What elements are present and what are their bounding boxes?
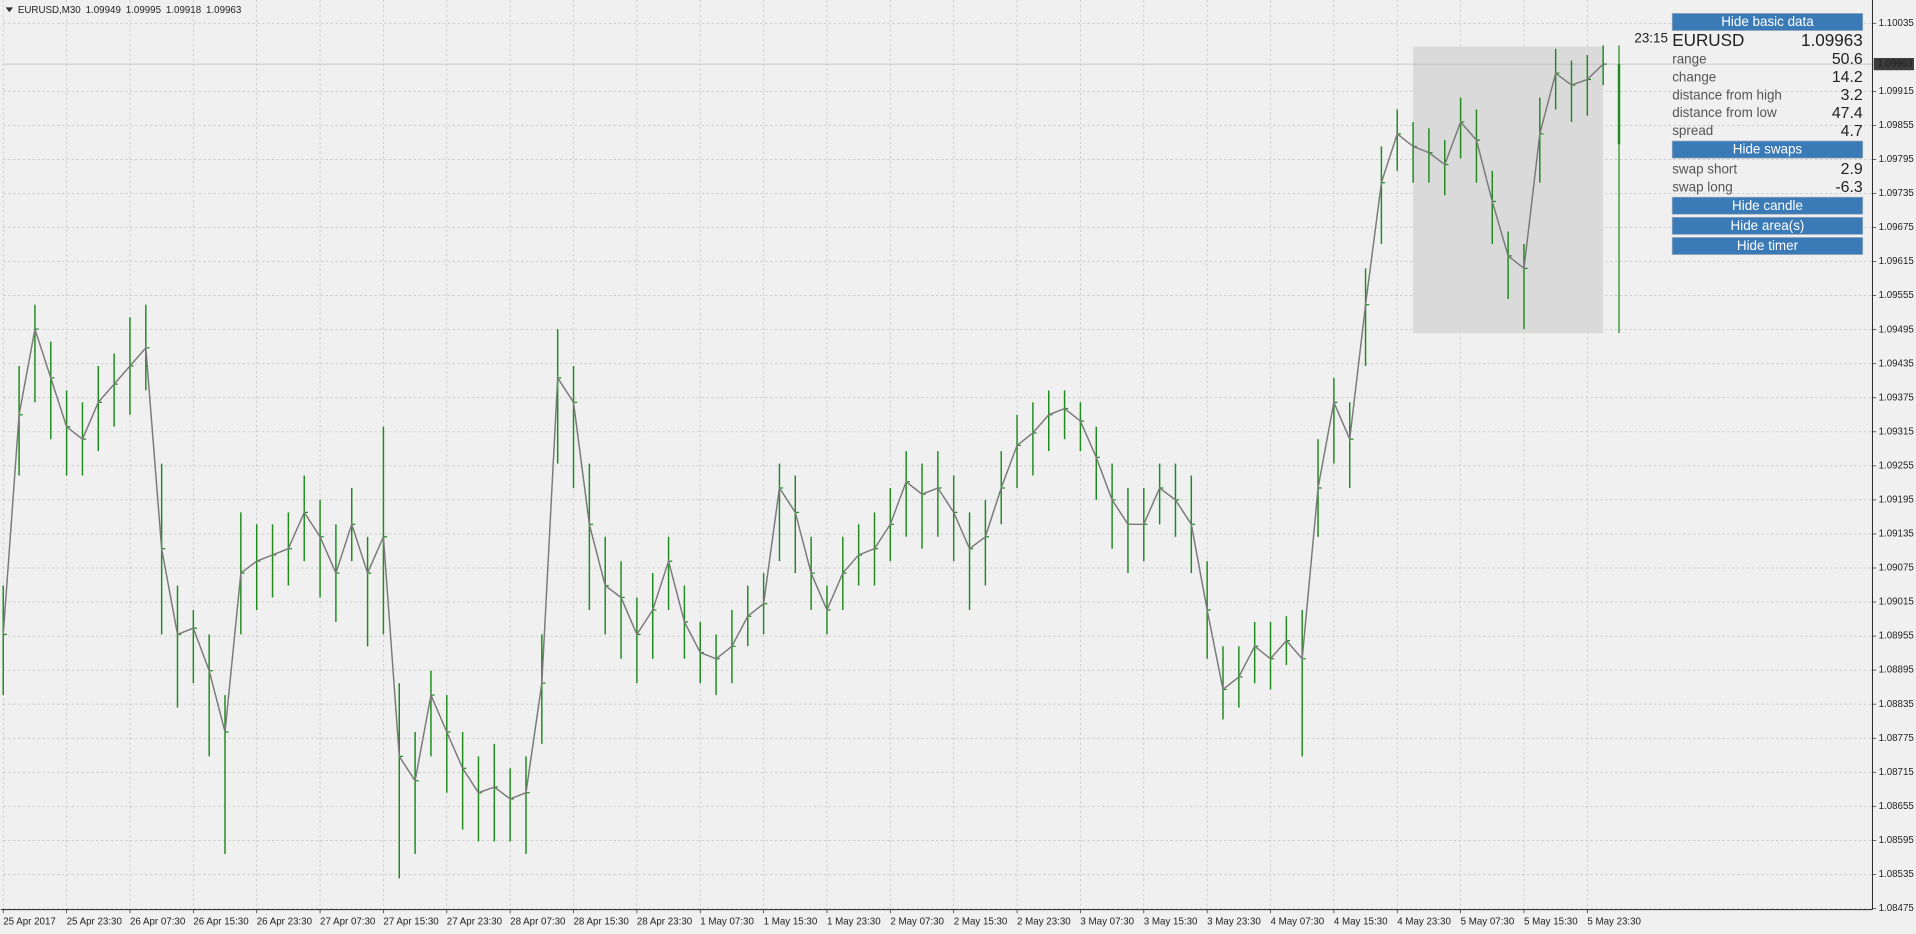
button-face[interactable] xyxy=(1671,216,1864,235)
stat-label: change xyxy=(1672,69,1716,84)
y-tick-label: 1.09375 xyxy=(1879,392,1915,403)
price-tag xyxy=(1873,58,1914,71)
stat-value: 4.7 xyxy=(1841,123,1863,140)
button-label[interactable]: Hide timer xyxy=(1737,238,1799,253)
stat-value: 50.6 xyxy=(1832,51,1863,68)
header-high: 1.09995 xyxy=(126,4,162,15)
y-tick-label: 1.08955 xyxy=(1879,631,1915,642)
y-tick-label: 1.09435 xyxy=(1879,358,1915,369)
y-tick-label: 1.10035 xyxy=(1879,18,1915,29)
x-tick-label: 27 Apr 07:30 xyxy=(320,916,376,927)
y-tick-label: 1.09675 xyxy=(1879,222,1915,233)
header-open: 1.09949 xyxy=(86,4,121,15)
stat-label: swap short xyxy=(1672,161,1737,176)
stat-value: 2.9 xyxy=(1841,161,1863,178)
panel-button[interactable]: Hide timer xyxy=(1671,237,1864,255)
stat-value: 14.2 xyxy=(1832,69,1863,86)
y-tick-label: 1.09855 xyxy=(1879,120,1915,131)
stat-label: range xyxy=(1672,51,1706,66)
x-tick-label: 1 May 15:30 xyxy=(764,916,818,927)
x-tick-label: 28 Apr 07:30 xyxy=(510,916,566,927)
header-symbol: EURUSD,M30 xyxy=(18,4,81,15)
header-low: 1.09918 xyxy=(166,4,201,15)
symbol-name: EURUSD xyxy=(1672,31,1744,50)
menu-arrow[interactable] xyxy=(5,7,14,13)
panel-button[interactable]: Hide candle xyxy=(1671,196,1864,215)
y-tick-label: 1.09135 xyxy=(1879,529,1915,540)
stat-label: spread xyxy=(1672,123,1713,138)
button-face[interactable] xyxy=(1671,140,1864,159)
x-tick-label: 27 Apr 23:30 xyxy=(447,916,503,927)
stat-value: -6.3 xyxy=(1835,179,1863,196)
y-tick-label: 1.09795 xyxy=(1879,154,1915,165)
x-tick-label: 26 Apr 07:30 xyxy=(130,916,186,927)
stat-value: 47.4 xyxy=(1832,105,1863,122)
price-tag-label: 1.09963 xyxy=(1877,59,1912,70)
y-tick-label: 1.09495 xyxy=(1879,324,1915,335)
y-tick-label: 1.09735 xyxy=(1879,188,1915,199)
timer: 23:15 xyxy=(1634,31,1668,46)
x-tick-label: 2 May 23:30 xyxy=(1017,916,1071,927)
symbol-price: 1.09963 xyxy=(1801,31,1863,50)
button-face[interactable] xyxy=(1671,237,1864,255)
y-tick-label: 1.08835 xyxy=(1879,699,1915,710)
x-tick-label: 28 Apr 15:30 xyxy=(574,916,630,927)
hide-basic-data-button[interactable]: Hide basic data xyxy=(1671,13,1864,31)
button-label[interactable]: Hide area(s) xyxy=(1731,218,1805,233)
x-tick-label: 3 May 23:30 xyxy=(1207,916,1261,927)
y-tick-label: 1.08715 xyxy=(1879,767,1915,778)
y-tick-label: 1.09315 xyxy=(1879,426,1915,437)
stat-value: 3.2 xyxy=(1841,87,1863,104)
x-tick-label: 3 May 15:30 xyxy=(1144,916,1198,927)
y-tick-label: 1.09075 xyxy=(1879,563,1915,574)
candle-body xyxy=(1617,64,1621,145)
y-tick-label: 1.09915 xyxy=(1879,86,1915,97)
x-tick-label: 26 Apr 23:30 xyxy=(257,916,313,927)
y-tick-label: 1.09015 xyxy=(1879,597,1915,608)
x-tick-label: 1 May 07:30 xyxy=(700,916,754,927)
y-tick-label: 1.08655 xyxy=(1879,801,1915,812)
x-tick-label: 25 Apr 2017 xyxy=(3,916,56,927)
x-tick-label: 25 Apr 23:30 xyxy=(67,916,123,927)
y-tick-label: 1.09615 xyxy=(1879,256,1915,267)
stat-label: distance from low xyxy=(1672,105,1777,120)
x-tick-label: 2 May 15:30 xyxy=(954,916,1008,927)
button-label[interactable]: Hide candle xyxy=(1732,198,1803,213)
chart-header: EURUSD,M30 1.09949 1.09995 1.09918 1.09963 xyxy=(18,4,241,15)
x-tick-label: 4 May 07:30 xyxy=(1271,916,1325,927)
x-tick-label: 4 May 15:30 xyxy=(1334,916,1388,927)
x-tick-label: 1 May 23:30 xyxy=(827,916,881,927)
y-tick-label: 1.09255 xyxy=(1879,460,1915,471)
stat-label: swap long xyxy=(1672,180,1732,195)
y-tick-label: 1.08775 xyxy=(1879,733,1915,744)
x-tick-label: 28 Apr 23:30 xyxy=(637,916,693,927)
y-tick-label: 1.09195 xyxy=(1879,494,1915,505)
x-tick-label: 4 May 23:30 xyxy=(1397,916,1451,927)
button-face[interactable] xyxy=(1671,13,1864,31)
y-tick-label: 1.08895 xyxy=(1879,665,1915,676)
button-face[interactable] xyxy=(1671,196,1864,215)
x-tick-label: 26 Apr 15:30 xyxy=(193,916,249,927)
y-tick-label: 1.08595 xyxy=(1879,835,1915,846)
stat-label: distance from high xyxy=(1672,87,1782,102)
hide-swaps-button[interactable]: Hide swaps xyxy=(1671,140,1864,159)
close-line xyxy=(2,63,1604,800)
x-tick-label: 5 May 07:30 xyxy=(1461,916,1515,927)
x-tick-label: 27 Apr 15:30 xyxy=(383,916,439,927)
y-tick-label: 1.09555 xyxy=(1879,290,1915,301)
x-tick-label: 2 May 07:30 xyxy=(890,916,944,927)
header-close: 1.09963 xyxy=(206,4,241,15)
panel-button[interactable]: Hide area(s) xyxy=(1671,216,1864,235)
x-tick-label: 3 May 07:30 xyxy=(1080,916,1134,927)
y-tick-label: 1.08475 xyxy=(1879,903,1915,914)
x-tick-label: 5 May 15:30 xyxy=(1524,916,1578,927)
button-label[interactable]: Hide basic data xyxy=(1721,14,1814,29)
button-label[interactable]: Hide swaps xyxy=(1733,142,1803,157)
y-tick-label: 1.08535 xyxy=(1879,869,1915,880)
x-tick-label: 5 May 23:30 xyxy=(1587,916,1641,927)
